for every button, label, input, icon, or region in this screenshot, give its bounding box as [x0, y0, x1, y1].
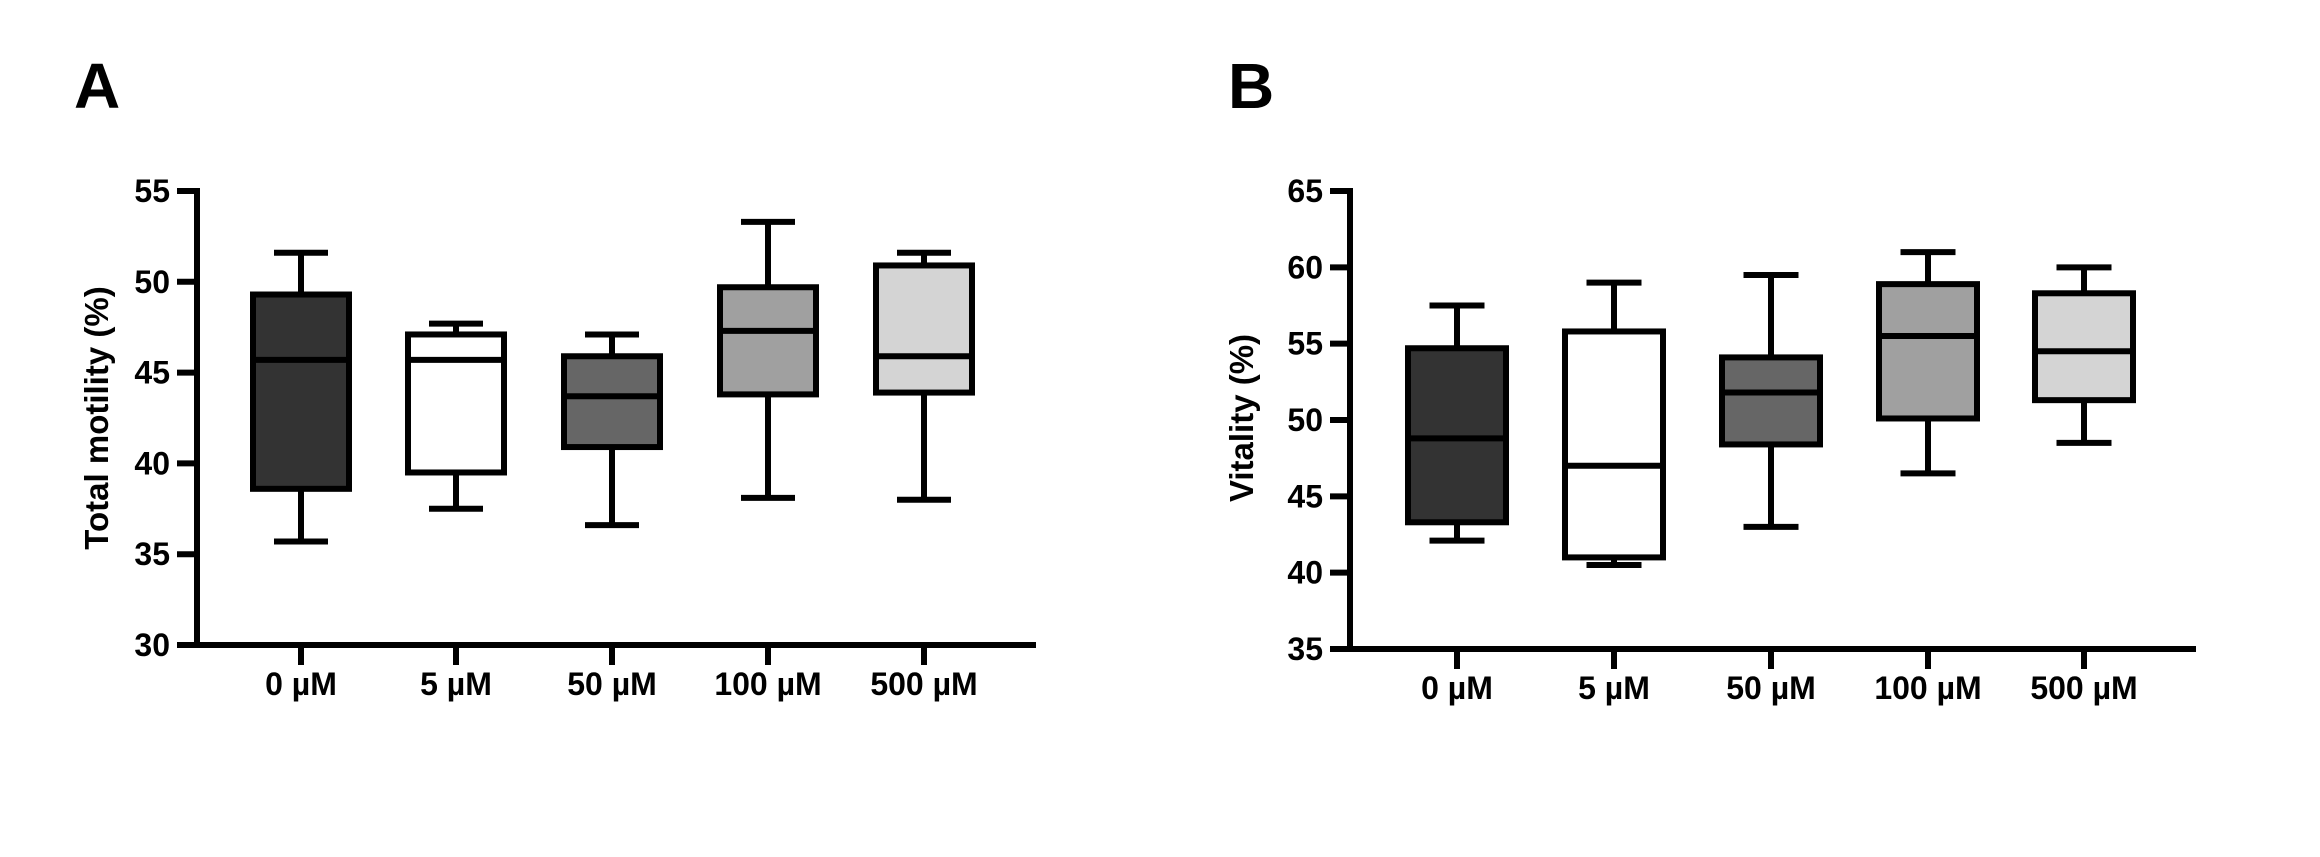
panel-b-y-tick-label: 60	[1287, 249, 1323, 285]
panel-b-y-axis-label: Vitality (%)	[1223, 334, 1260, 502]
panel-a-x-tick-label: 5 µM	[420, 666, 492, 702]
panel-b-x-tick-label: 50 µM	[1726, 670, 1816, 706]
panel-a-box-4	[873, 262, 975, 396]
panel-a: A Total motility (%) 30 35 40 45 50 55 0 µM 5 µ…	[74, 50, 1036, 702]
panel-a-y-tick-label: 30	[134, 627, 170, 663]
panel-b-box-4	[2032, 290, 2136, 404]
panel-a-x-tick-label: 50 µM	[567, 666, 657, 702]
panel-b-box-0	[1405, 345, 1509, 526]
panel-b: B Vitality (%) 35 40 45 50 55 60 65 0 µM 5 µM 50 …	[1223, 50, 2196, 706]
panel-a-x-tick-label: 100 µM	[714, 666, 821, 702]
panel-b-x-tick-label: 100 µM	[1874, 670, 1981, 706]
panel-b-box-3	[1876, 281, 1980, 422]
panel-b-x-tick-label: 0 µM	[1421, 670, 1493, 706]
panel-a-y-tick-label: 55	[134, 173, 170, 209]
panel-a-x-tick-label: 500 µM	[870, 666, 977, 702]
panel-a-y-tick-label: 45	[134, 355, 170, 391]
panel-a-x-tick-label: 0 µM	[265, 666, 337, 702]
panel-b-plot-area: 35 40 45 50 55 60 65 0 µM 5 µM 50 µM 100 µM 500 µM	[1287, 173, 2196, 706]
panel-b-label: B	[1228, 50, 1274, 122]
panel-b-y-tick-label: 45	[1287, 478, 1323, 514]
panel-a-y-axis-label: Total motility (%)	[78, 286, 115, 549]
panel-b-x-tick-label: 500 µM	[2030, 670, 2137, 706]
panel-a-box-0	[250, 291, 352, 492]
panel-a-y-tick-label: 50	[134, 264, 170, 300]
panel-b-y-tick-label: 35	[1287, 631, 1323, 667]
panel-a-y-tick-label: 40	[134, 445, 170, 481]
panel-b-y-tick-label: 40	[1287, 555, 1323, 591]
panel-b-y-tick-label: 65	[1287, 173, 1323, 209]
panel-b-y-tick-label: 55	[1287, 326, 1323, 362]
panel-a-box-3	[717, 284, 819, 398]
panel-b-x-tick-label: 5 µM	[1578, 670, 1650, 706]
panel-a-y-tick-label: 35	[134, 536, 170, 572]
panel-a-box-2	[561, 353, 663, 451]
panel-b-box-2	[1719, 354, 1823, 448]
panel-b-y-tick-label: 50	[1287, 402, 1323, 438]
panel-b-box-1	[1562, 328, 1666, 561]
panel-a-label: A	[74, 50, 120, 122]
panel-a-plot-area: 30 35 40 45 50 55 0 µM 5 µM 50 µM 100 µM 500 µM	[134, 173, 1036, 702]
panel-a-box-1	[405, 331, 507, 476]
